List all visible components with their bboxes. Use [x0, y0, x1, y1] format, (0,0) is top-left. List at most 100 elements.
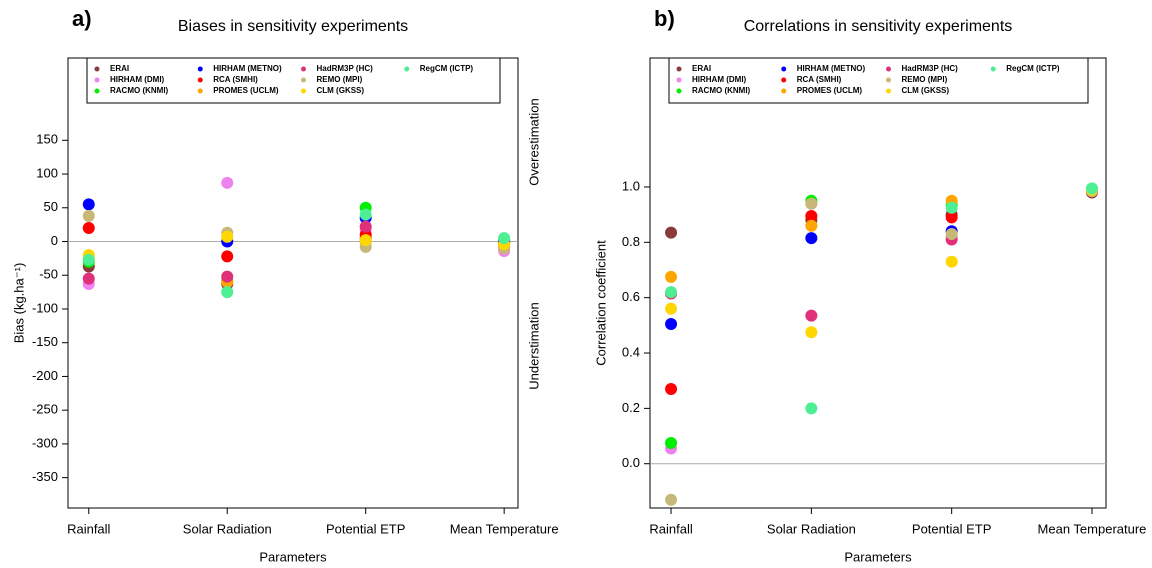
legend-label: RACMO (KNMI): [110, 86, 169, 95]
legend-marker: [94, 77, 100, 83]
y-tick-label: -250: [32, 402, 58, 417]
data-point: [221, 176, 234, 189]
data-point: [945, 255, 958, 268]
panel: b) Correlations in sensitivity experiment…: [593, 6, 1146, 565]
legend-marker: [886, 77, 891, 83]
y-tick-label: 0.4: [622, 344, 640, 359]
data-point: [665, 286, 678, 299]
data-point: [805, 402, 818, 415]
chart-title: Correlations in sensitivity experiments: [744, 18, 1013, 35]
y-tick-label: 0.2: [622, 400, 640, 415]
legend-label: HIRHAM (METNO): [213, 64, 282, 73]
y-tick-label: -150: [32, 334, 58, 349]
x-tick-label: Solar Radiation: [183, 521, 272, 536]
data-point: [359, 234, 372, 247]
data-point: [665, 317, 678, 330]
y-tick-label: 0: [51, 233, 58, 248]
data-point: [665, 302, 678, 315]
data-point: [665, 226, 678, 239]
x-tick-label: Potential ETP: [912, 521, 992, 536]
data-point: [82, 198, 95, 211]
x-tick-label: Rainfall: [67, 521, 110, 536]
x-tick-label: Mean Temperature: [1038, 521, 1147, 536]
legend-marker: [886, 88, 891, 94]
y-tick-label: 0.8: [622, 234, 640, 249]
data-point: [805, 219, 818, 232]
y-tick-label: 100: [36, 165, 58, 180]
legend-box: [668, 57, 1089, 104]
y-tick-label: -350: [32, 469, 58, 484]
data-point: [221, 250, 234, 263]
legend-marker: [301, 77, 306, 83]
data-point: [221, 230, 234, 243]
legend-marker: [301, 88, 306, 94]
legend-marker: [94, 88, 100, 94]
y-axis-label: Bias (kg.ha⁻¹): [11, 263, 26, 344]
legend-label: RACMO (KNMI): [692, 86, 751, 95]
legend-marker: [301, 66, 306, 72]
y-tick-label: 0.0: [622, 455, 640, 470]
legend-box: [86, 57, 501, 104]
plot-box: [649, 57, 1107, 509]
y-axis-label: Correlation coefficient: [593, 240, 608, 366]
legend-marker: [676, 88, 682, 94]
panel-label: a): [72, 6, 92, 31]
data-point: [359, 220, 372, 233]
y-tick-label: -50: [39, 267, 58, 282]
data-point: [82, 209, 95, 222]
x-tick-label: Solar Radiation: [767, 521, 856, 536]
legend-label: RCA (SMHI): [797, 75, 842, 84]
legend-label: ERAI: [692, 64, 711, 73]
legend-label: CLM (GKSS): [902, 86, 950, 95]
data-point: [945, 201, 958, 214]
data-point: [945, 211, 958, 224]
legend-label: RCA (SMHI): [213, 75, 258, 84]
annotation: Understimation: [526, 302, 541, 389]
data-point: [82, 272, 95, 285]
data-point: [665, 436, 678, 449]
x-axis-label: Parameters: [259, 549, 327, 564]
data-point: [805, 197, 818, 210]
y-tick-label: -200: [32, 368, 58, 383]
data-point: [221, 286, 234, 299]
legend-marker: [197, 77, 203, 83]
legend-marker: [197, 66, 203, 72]
legend-label: ERAI: [110, 64, 129, 73]
data-point: [805, 210, 818, 223]
legend-marker: [676, 77, 682, 83]
legend-label: HIRHAM (DMI): [110, 75, 165, 84]
data-point: [805, 326, 818, 339]
x-axis-label: Parameters: [844, 549, 912, 564]
y-tick-label: -300: [32, 435, 58, 450]
legend-marker: [404, 66, 410, 72]
legend-label: REMO (MPI): [902, 75, 948, 84]
annotation: Overestimation: [526, 98, 541, 185]
data-point: [359, 208, 372, 221]
legend-marker: [990, 66, 996, 72]
y-tick-label: 50: [44, 199, 58, 214]
panel: a) Biases in sensitivity experiments Param…: [11, 6, 558, 565]
data-point: [945, 228, 958, 241]
legend-marker: [781, 88, 787, 94]
legend-label: CLM (GKSS): [317, 86, 365, 95]
data-point: [805, 309, 818, 322]
legend-marker: [197, 88, 203, 94]
legend-label: PROMES (UCLM): [213, 86, 279, 95]
data-point: [498, 232, 511, 245]
data-point: [665, 382, 678, 395]
data-point: [665, 270, 678, 283]
legend-label: HadRM3P (HC): [902, 64, 959, 73]
legend-label: RegCM (ICTP): [1006, 64, 1060, 73]
x-tick-label: Rainfall: [649, 521, 692, 536]
plot-box: [67, 57, 519, 509]
data-point: [805, 232, 818, 245]
legend-label: HIRHAM (METNO): [797, 64, 866, 73]
x-tick-label: Mean Temperature: [450, 521, 559, 536]
data-point: [82, 222, 95, 235]
y-tick-label: -100: [32, 300, 58, 315]
legend-marker: [676, 66, 682, 72]
legend-label: HIRHAM (DMI): [692, 75, 747, 84]
legend-marker: [94, 66, 100, 72]
data-point: [1085, 182, 1098, 195]
